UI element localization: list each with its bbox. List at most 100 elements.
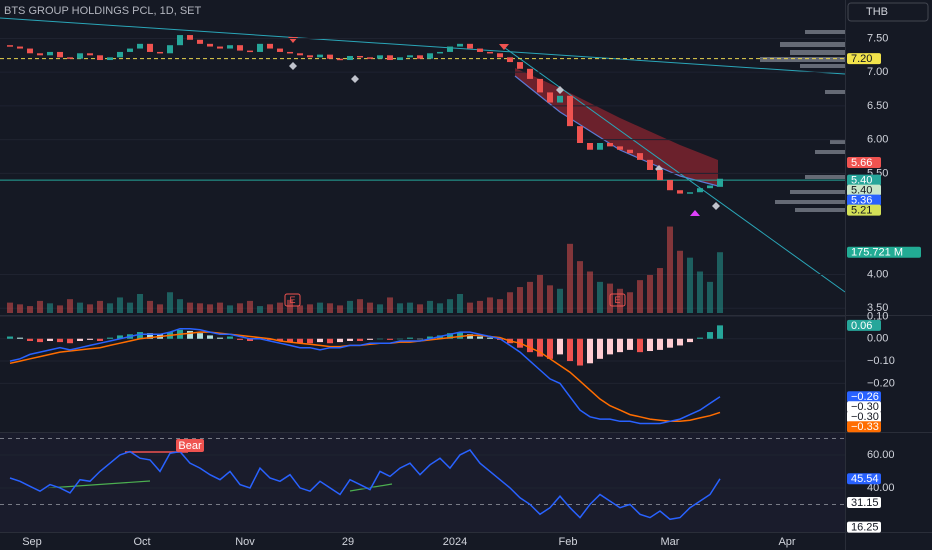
macd-histogram-bar	[307, 338, 313, 344]
candle	[317, 54, 323, 58]
candle	[717, 178, 723, 187]
macd-histogram-bar	[457, 332, 463, 339]
candle	[347, 55, 353, 61]
macd-histogram-bar	[247, 338, 253, 341]
candle	[637, 153, 643, 160]
volume-bar	[387, 297, 393, 313]
candle	[447, 46, 453, 52]
candle	[367, 57, 373, 59]
macd-histogram-bar	[717, 325, 723, 339]
candle	[517, 62, 523, 69]
macd-histogram-bar	[407, 337, 413, 339]
volume-bar	[667, 226, 673, 313]
macd-histogram-bar	[147, 333, 153, 339]
volume-bar	[47, 303, 53, 313]
volume-bar	[227, 305, 233, 313]
macd-histogram-bar	[117, 335, 123, 339]
macd-line	[9, 327, 721, 425]
candle	[467, 43, 473, 49]
currency-box[interactable]	[847, 2, 929, 22]
candle	[357, 55, 363, 58]
volume-bar	[567, 243, 573, 313]
macd-histogram-bar	[17, 337, 23, 339]
candle	[607, 142, 613, 147]
candle	[527, 68, 533, 79]
price-badge	[847, 473, 881, 485]
volume-bar	[427, 300, 433, 313]
price-badge-label: 5.40	[851, 175, 872, 187]
price-badge	[847, 194, 881, 206]
volume-bar	[67, 299, 73, 313]
candle	[567, 95, 573, 127]
volume-bar	[467, 302, 473, 313]
macd-histogram-bar	[657, 338, 663, 350]
x-tick-label: Feb	[559, 536, 578, 548]
price-badge	[847, 411, 881, 423]
ma-line	[514, 75, 719, 187]
macd-histogram-bar	[567, 338, 573, 362]
y-tick-label: 0.10	[867, 310, 888, 322]
macd-histogram-bar	[697, 337, 703, 339]
candle	[57, 51, 63, 58]
candle	[277, 48, 283, 52]
volume-bar	[377, 304, 383, 313]
price-badge	[847, 174, 881, 186]
y-tick-label: 40.00	[867, 482, 895, 494]
macd-histogram-bar	[357, 338, 363, 341]
candle	[397, 57, 403, 61]
candle	[247, 50, 253, 53]
volume-bar	[537, 274, 543, 313]
macd-histogram-bar	[647, 338, 653, 352]
volume-bar	[497, 299, 503, 313]
currency-label[interactable]: THB	[866, 6, 888, 18]
macd-histogram-bar	[197, 333, 203, 339]
candle	[457, 43, 463, 47]
candle	[487, 51, 493, 54]
candle	[227, 45, 233, 49]
volume-bar	[627, 292, 633, 313]
volume-bar	[717, 252, 723, 313]
macd-histogram-bar	[317, 338, 323, 343]
candle	[627, 149, 633, 154]
macd-histogram-bar	[667, 338, 673, 348]
candle	[257, 43, 263, 52]
volume-bar	[257, 306, 263, 313]
volume-bar	[97, 300, 103, 313]
x-tick-label: Apr	[778, 536, 795, 548]
annotation: Bear	[178, 440, 202, 452]
volume-bar	[487, 297, 493, 313]
volume-bar	[417, 304, 423, 313]
y-tick-label: 4.00	[867, 268, 888, 280]
y-tick-label: 6.00	[867, 134, 888, 146]
macd-histogram-bar	[467, 334, 473, 339]
signal-marker	[499, 44, 509, 50]
price-badge-label: −0.33	[851, 421, 879, 433]
volume-bar	[577, 261, 583, 313]
diamond-marker	[351, 75, 359, 83]
macd-histogram-bar	[337, 338, 343, 343]
volume-bar	[697, 271, 703, 313]
volume-bar	[327, 303, 333, 313]
macd-histogram-bar	[87, 338, 93, 340]
candle	[77, 53, 83, 59]
volume-bar	[107, 303, 113, 313]
x-tick-label: Nov	[235, 536, 255, 548]
candle	[377, 55, 383, 59]
y-tick-label: 7.50	[867, 32, 888, 44]
candle	[287, 51, 293, 54]
macd-histogram-bar	[427, 336, 433, 339]
volume-bar	[457, 293, 463, 313]
candle	[107, 57, 113, 61]
macd-histogram-bar	[707, 332, 713, 339]
volume-bar	[657, 268, 663, 313]
candle	[437, 51, 443, 54]
candle	[197, 39, 203, 44]
candle	[297, 53, 303, 56]
volume-bar	[527, 281, 533, 313]
volume-bar	[57, 305, 63, 313]
price-badge-label: 0.06	[851, 320, 872, 332]
candle	[117, 51, 123, 58]
volume-bar	[167, 292, 173, 313]
price-badge	[847, 53, 881, 65]
volume-bar	[677, 250, 683, 313]
